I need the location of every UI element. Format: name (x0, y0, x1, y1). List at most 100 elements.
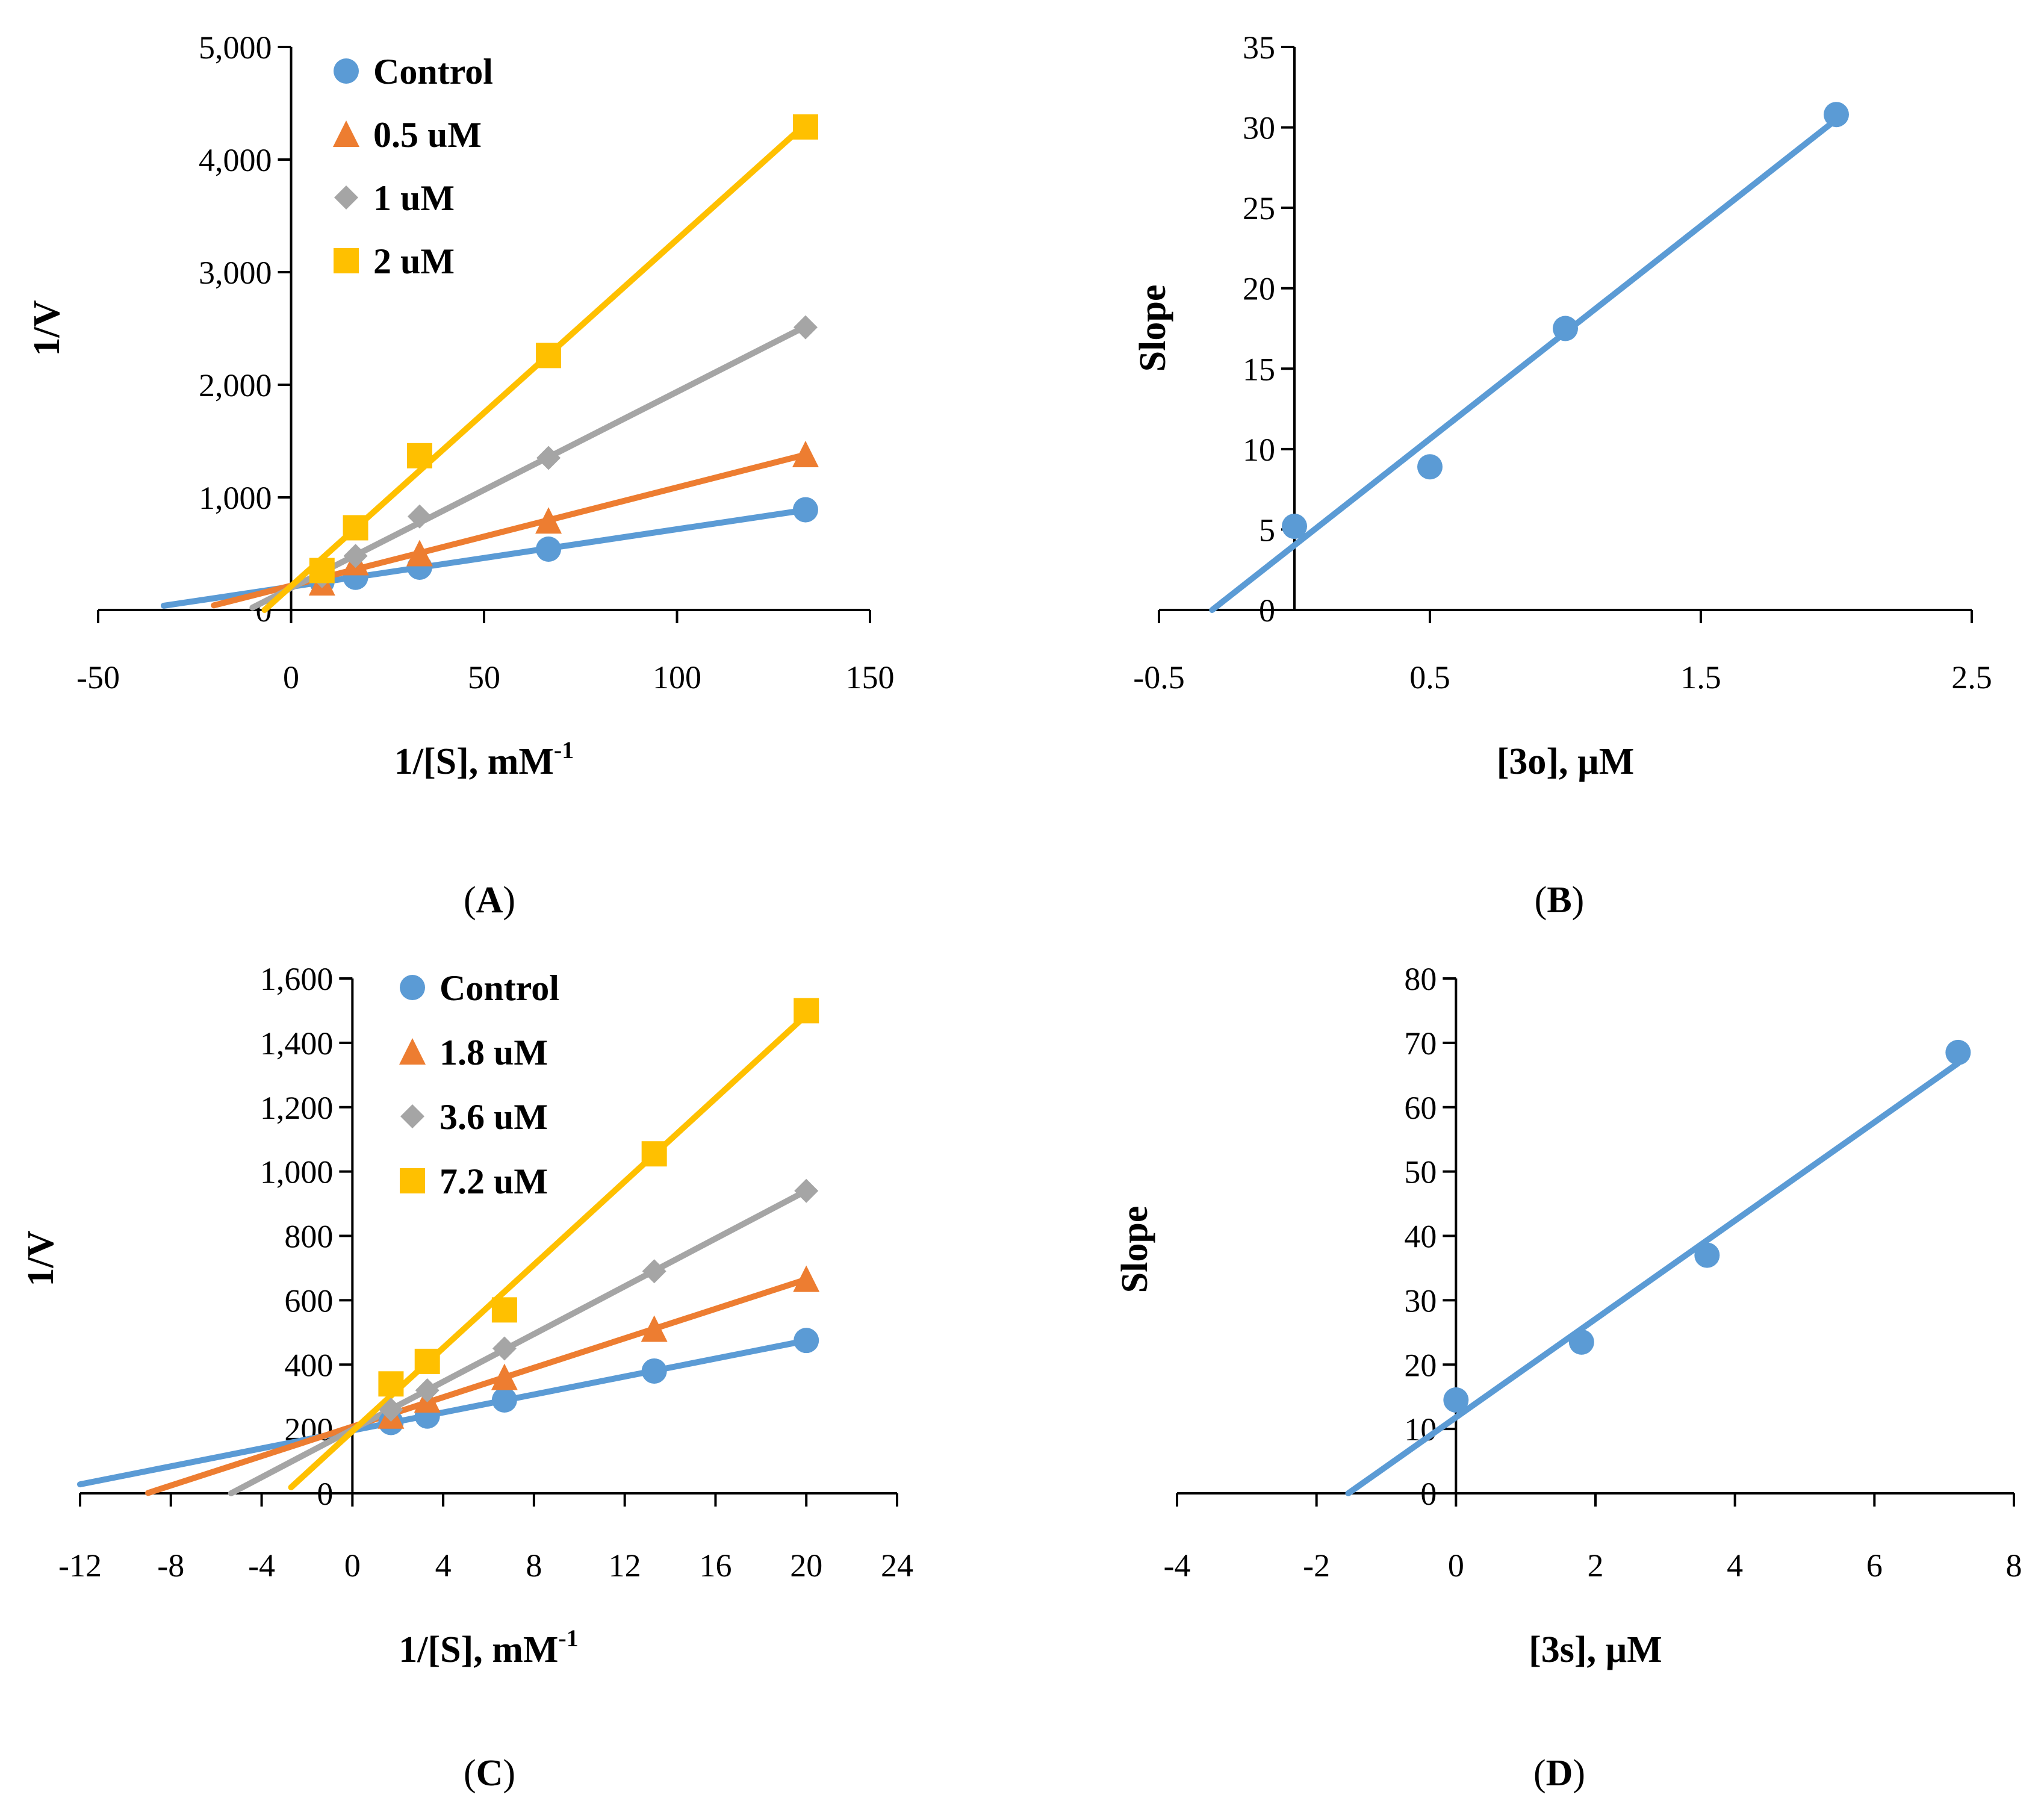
trend-line (249, 323, 809, 611)
y-tick-label: 10 (1243, 432, 1275, 468)
x-axis-title-text: 1/[S], mM (394, 741, 554, 782)
y-tick-label: 70 (1404, 1025, 1437, 1062)
data-point (1443, 1387, 1469, 1413)
chart-panel-a: -5005010015001,0002,0003,0004,0005,0001/… (26, 30, 895, 921)
x-tick-label: -0.5 (1133, 659, 1184, 695)
data-point (343, 544, 368, 568)
y-axis-title: 1/V (20, 1230, 61, 1286)
legend-marker (334, 248, 359, 273)
y-tick-label: 5,000 (199, 30, 272, 66)
x-axis-title-text: [3o], µM (1497, 741, 1635, 782)
data-point (792, 497, 818, 523)
data-point (641, 1315, 668, 1342)
panel-label-open: ( (464, 880, 476, 921)
x-axis-title: [3o], µM (1497, 741, 1635, 782)
data-point (406, 443, 432, 468)
y-tick-label: 80 (1404, 961, 1437, 997)
panel-label: (D) (1533, 1753, 1585, 1794)
y-tick-label: 1,600 (260, 961, 334, 997)
legend-marker (334, 58, 359, 84)
x-tick-label: -50 (76, 659, 120, 695)
x-tick-label: -12 (58, 1547, 102, 1584)
x-tick-label: 100 (653, 659, 701, 695)
x-tick-label: -4 (248, 1547, 275, 1584)
x-tick-label: 8 (526, 1547, 542, 1584)
data-point (792, 440, 819, 467)
legend: Control 0.5 uM 1 uM 2 uM (333, 52, 493, 281)
y-tick-label: 800 (284, 1219, 333, 1255)
panel-label-open: ( (1535, 880, 1547, 921)
legend-marker (399, 1038, 426, 1065)
x-tick-label: 2 (1588, 1547, 1604, 1584)
data-point (407, 504, 432, 529)
panel-label-close: ) (1573, 1753, 1585, 1794)
x-axis-title: [3s], µM (1529, 1629, 1662, 1670)
x-tick-label: 20 (790, 1547, 822, 1584)
legend-label: 3.6 uM (440, 1097, 548, 1137)
panel-label-close: ) (503, 880, 515, 921)
y-axis-title: Slope (1132, 285, 1173, 372)
data-point (793, 315, 818, 340)
data-point (309, 558, 335, 583)
data-point (641, 1358, 667, 1384)
data-point (343, 515, 368, 541)
data-point (491, 1297, 517, 1323)
panel-label-letter: D (1546, 1753, 1573, 1794)
x-tick-label: 0 (344, 1547, 361, 1584)
x-axis-title: 1/[S], mM-1 (394, 736, 574, 782)
y-tick-label: 4,000 (199, 142, 272, 178)
panel-label-close: ) (503, 1753, 515, 1794)
chart-panel-b: -0.5 0.5 1.5 2.5 0 5 10 15 20 25 30 35 [3o], µM Slope… (1132, 30, 1992, 921)
data-point (1553, 316, 1578, 341)
data-point (1417, 454, 1443, 480)
y-tick-label: 1,000 (260, 1154, 334, 1190)
x-tick-label: 150 (846, 659, 895, 695)
legend-label: 7.2 uM (440, 1162, 548, 1201)
x-tick-label: 50 (468, 659, 500, 695)
y-tick-label: 20 (1243, 271, 1275, 307)
panel-label-letter: A (476, 880, 503, 921)
y-tick-label: 40 (1404, 1219, 1437, 1255)
legend-marker (400, 1168, 425, 1193)
y-axis-title: 1/V (26, 300, 67, 356)
data-point (1945, 1039, 1971, 1065)
x-tick-label: -4 (1164, 1547, 1191, 1584)
y-tick-label: 25 (1243, 190, 1275, 226)
y-tick-label: 1,200 (260, 1090, 334, 1126)
x-tick-label: 1.5 (1680, 659, 1721, 695)
x-tick-label: 0 (1448, 1547, 1464, 1584)
legend-marker (400, 975, 425, 1000)
y-tick-label: 50 (1404, 1154, 1437, 1190)
y-tick-label: 20 (1404, 1347, 1437, 1383)
legend-label: Control (373, 52, 493, 92)
x-axis-title-superscript: -1 (554, 736, 574, 764)
y-tick-label: 1,400 (260, 1025, 334, 1062)
trend-line (1209, 116, 1839, 613)
y-tick-label: 5 (1259, 512, 1275, 548)
panel-label: (A) (464, 880, 515, 921)
x-tick-label: 24 (881, 1547, 913, 1584)
legend-label: 1 uM (373, 178, 455, 218)
x-tick-label: -2 (1303, 1547, 1330, 1584)
y-axis-title: Slope (1114, 1206, 1155, 1293)
data-point (794, 1328, 819, 1354)
trend-line (1345, 1060, 1962, 1496)
data-point (414, 1348, 440, 1374)
y-tick-label: 35 (1243, 30, 1275, 66)
panel-label-open: ( (464, 1753, 476, 1794)
data-point (492, 1336, 517, 1361)
data-point (1824, 102, 1849, 128)
x-axis-title-text: [3s], µM (1529, 1629, 1662, 1670)
data-point (794, 1178, 819, 1203)
data-point (794, 998, 819, 1024)
y-tick-label: 0 (1259, 593, 1275, 629)
chart-panel-c: -12 -8 -4 0 4 8 12 16 20 2402004006008001,0001,20… (20, 961, 913, 1794)
data-point (1568, 1329, 1594, 1355)
legend-label: 2 uM (373, 241, 455, 281)
trend-line (77, 1337, 810, 1488)
data-point (379, 1398, 403, 1422)
y-tick-label: 1,000 (199, 480, 272, 516)
data-point (536, 446, 561, 470)
